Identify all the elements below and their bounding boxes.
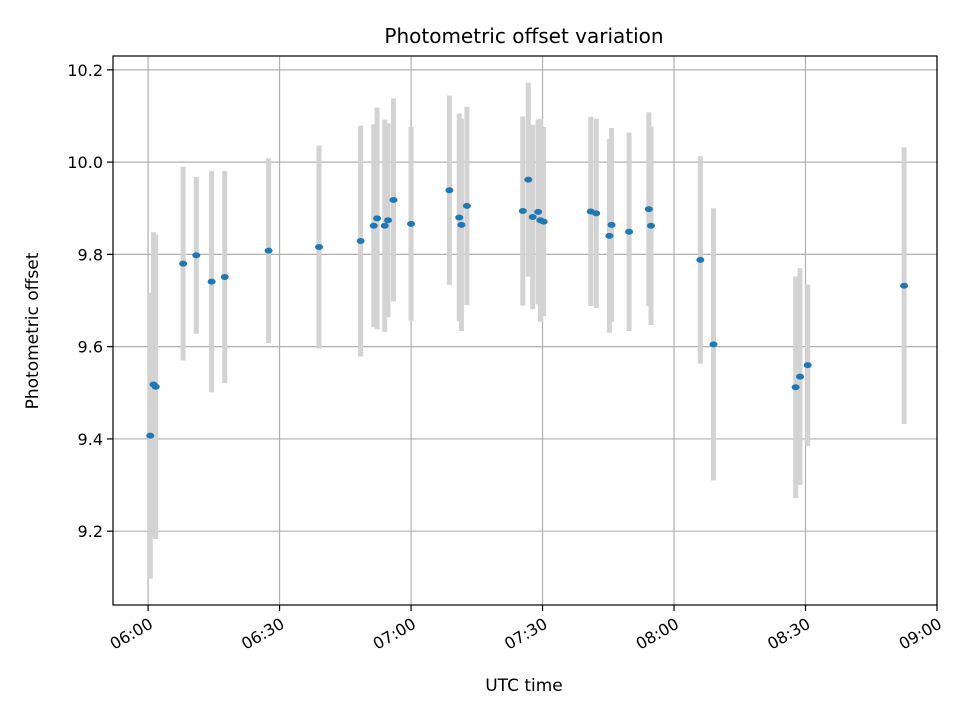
y-axis-label: Photometric offset <box>23 252 43 409</box>
data-point <box>384 217 393 224</box>
data-point <box>369 222 378 229</box>
data-point <box>696 256 705 263</box>
x-tick-label: 06:00 <box>107 614 156 654</box>
data-point <box>791 384 800 391</box>
data-point <box>607 221 616 228</box>
data-point <box>207 278 216 285</box>
data-point <box>373 215 382 222</box>
data-point <box>192 252 201 259</box>
x-axis-label: UTC time <box>485 676 563 696</box>
data-point <box>647 222 656 229</box>
y-tick-label: 9.4 <box>78 430 103 449</box>
data-point <box>528 214 537 221</box>
data-point <box>264 247 273 254</box>
y-tick-label: 10.2 <box>67 61 103 80</box>
x-axis-ticks: 06:00 06:30 07:00 07:30 08:00 08:30 09:00 <box>107 605 945 654</box>
data-point <box>518 208 527 215</box>
data-point <box>380 222 389 229</box>
x-tick-label: 08:30 <box>764 614 813 654</box>
x-tick-label: 07:30 <box>501 614 550 654</box>
data-point <box>709 341 718 348</box>
error-bars <box>147 82 907 579</box>
data-point <box>803 362 812 369</box>
data-point <box>625 228 634 235</box>
y-tick-label: 9.6 <box>78 338 103 357</box>
data-point <box>151 383 160 390</box>
data-point <box>644 206 653 213</box>
data-point <box>315 243 323 250</box>
plot-frame <box>112 55 938 606</box>
data-point <box>179 260 188 267</box>
data-point <box>445 187 454 194</box>
x-tick-label: 07:00 <box>370 614 419 654</box>
data-point <box>457 221 466 228</box>
y-axis-ticks: 9.2 9.4 9.6 9.8 10.0 10.2 <box>67 61 113 541</box>
data-point <box>539 218 548 225</box>
data-point <box>455 214 464 221</box>
y-tick-label: 9.2 <box>78 522 103 541</box>
data-point <box>389 196 398 203</box>
x-tick-label: 08:00 <box>633 614 682 654</box>
data-point <box>220 273 229 280</box>
data-point <box>534 208 543 215</box>
x-tick-label: 06:30 <box>238 614 287 654</box>
data-point <box>407 220 416 227</box>
data-point <box>146 432 155 439</box>
y-tick-label: 10.0 <box>67 153 103 172</box>
y-tick-label: 9.8 <box>78 245 103 264</box>
data-points <box>146 176 909 439</box>
data-point <box>605 232 614 239</box>
data-point <box>356 237 365 244</box>
data-point <box>592 210 601 217</box>
x-tick-label: 09:00 <box>896 614 945 654</box>
data-point <box>900 282 909 289</box>
chart-title: Photometric offset variation <box>384 24 663 48</box>
data-point <box>462 202 471 209</box>
data-point <box>796 373 805 380</box>
data-point <box>524 176 533 183</box>
